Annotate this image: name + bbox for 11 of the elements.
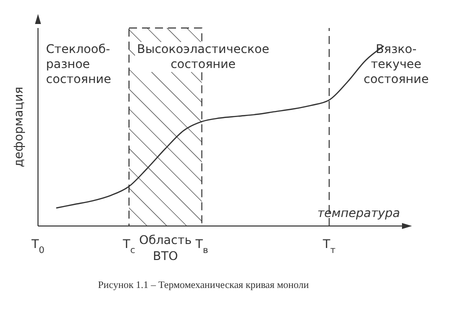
annotation: Высокоэластическое состояние bbox=[135, 42, 272, 72]
y-axis-title: деформация bbox=[11, 86, 26, 168]
x-tick-label: T$_{с}$ bbox=[122, 237, 136, 256]
x-tick-label: T$_{т}$ bbox=[322, 237, 336, 256]
band-label: Область ВТО bbox=[139, 233, 192, 263]
annotation: Вязко- текучее состояние bbox=[362, 42, 430, 87]
x-tick-label: T$_{0}$ bbox=[30, 237, 45, 256]
annotation: Стеклооб- разное состояние bbox=[45, 42, 112, 87]
x-tick-label: T$_{в}$ bbox=[194, 237, 208, 256]
text: Рисунок 1.1 – Термомеханическая кривая моноли bbox=[98, 280, 310, 291]
x-axis-title: температура bbox=[316, 206, 400, 220]
